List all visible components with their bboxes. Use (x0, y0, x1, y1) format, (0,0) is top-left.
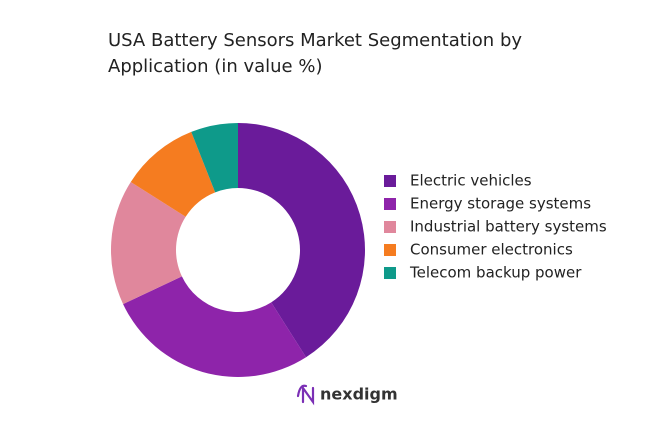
legend-swatch (384, 244, 396, 256)
donut-segment (111, 181, 186, 305)
donut-segment (238, 123, 365, 358)
legend-label: Consumer electronics (410, 241, 573, 259)
legend-swatch (384, 198, 396, 210)
chart-title: USA Battery Sensors Market Segmentation … (108, 30, 523, 77)
legend-label: Energy storage systems (410, 195, 591, 213)
legend-label: Industrial battery systems (410, 218, 607, 236)
logo-text: nexdigm (320, 385, 398, 404)
logo-icon (296, 384, 315, 406)
donut-segment (123, 276, 307, 377)
legend-label: Electric vehicles (410, 172, 532, 190)
legend-swatch (384, 221, 396, 233)
donut-segment (191, 123, 238, 193)
legend-swatch (384, 175, 396, 187)
donut-segment (130, 131, 216, 217)
legend-swatch (384, 267, 396, 279)
legend-label: Telecom backup power (409, 264, 582, 282)
